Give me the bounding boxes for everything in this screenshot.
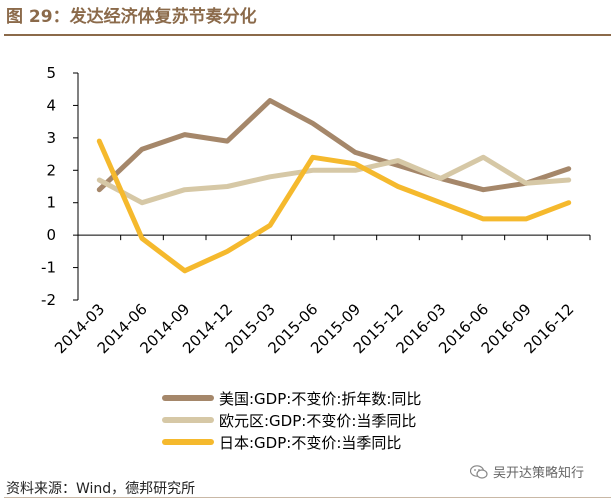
wechat-icon xyxy=(470,464,488,479)
y-tick-label: 3 xyxy=(46,129,56,147)
chart-series xyxy=(96,98,572,274)
legend-label-0: 美国:GDP:不变价:折年数:同比 xyxy=(219,390,421,408)
line-chart: -2-10123452014-032014-062014-092014-1220… xyxy=(41,64,591,452)
y-tick-label: 4 xyxy=(46,96,56,114)
series-line-2 xyxy=(96,138,572,274)
watermark: 吴开达策略知行 xyxy=(470,462,584,481)
chart-title: 图 29：发达经济体复苏节奏分化 xyxy=(6,7,257,27)
footer-divider xyxy=(4,497,611,498)
watermark-text: 吴开达策略知行 xyxy=(493,466,585,481)
y-tick-label: -2 xyxy=(41,291,56,309)
source-note: 资料来源：Wind，德邦研究所 xyxy=(6,481,196,497)
y-tick-label: 1 xyxy=(46,194,56,212)
y-tick-label: 2 xyxy=(46,161,56,179)
title-divider xyxy=(4,34,611,36)
y-tick-label: 5 xyxy=(46,64,56,82)
y-tick-label: 0 xyxy=(46,226,56,244)
legend-label-1: 欧元区:GDP:不变价:当季同比 xyxy=(219,412,416,430)
series-line-1 xyxy=(96,154,572,206)
y-tick-label: -1 xyxy=(41,259,56,277)
chart-axes: -2-10123452014-032014-062014-092014-1220… xyxy=(41,64,591,357)
chart-legend: 美国:GDP:不变价:折年数:同比欧元区:GDP:不变价:当季同比日本:GDP:… xyxy=(162,390,421,452)
series-line-0 xyxy=(96,98,572,193)
legend-label-2: 日本:GDP:不变价:当季同比 xyxy=(219,434,401,452)
